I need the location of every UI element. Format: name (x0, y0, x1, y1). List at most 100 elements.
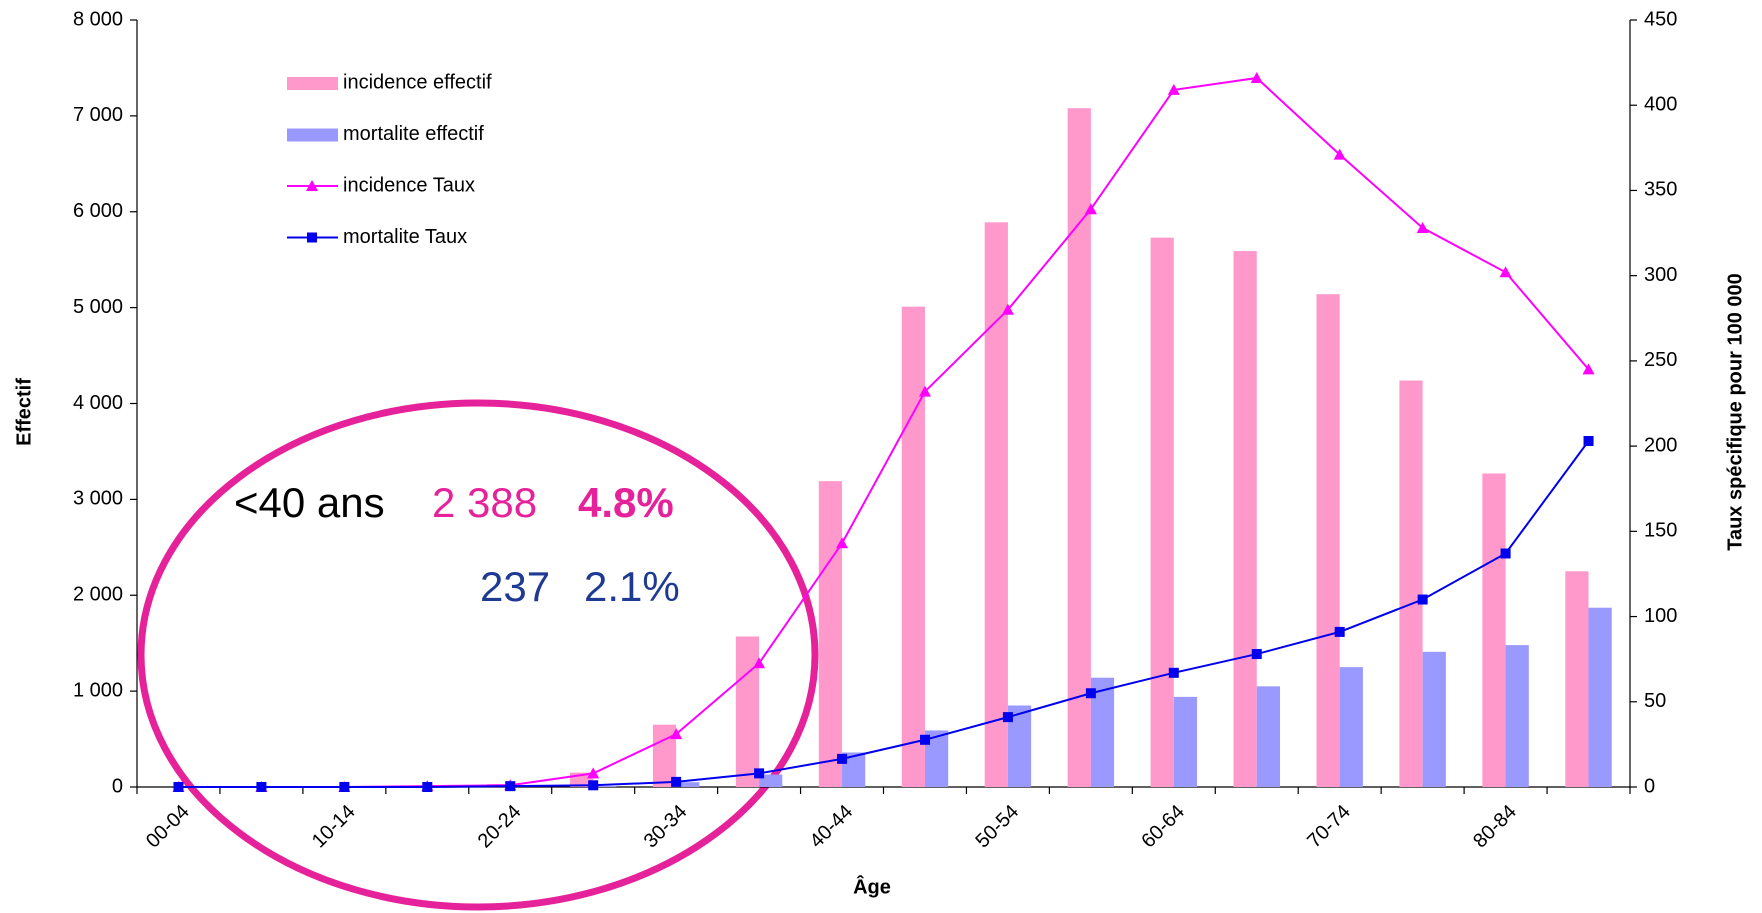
bar (1067, 108, 1091, 787)
y2-tick-label: 300 (1644, 264, 1677, 286)
marker (1583, 435, 1594, 446)
bar (818, 481, 843, 787)
bar (1588, 607, 1612, 787)
marker (587, 767, 600, 779)
x-tick-label: 30-34 (640, 801, 692, 853)
marker (173, 782, 184, 792)
marker (1251, 649, 1262, 660)
marker (505, 781, 516, 792)
bar (1173, 696, 1198, 787)
marker (588, 780, 599, 791)
legend-label: incidence Taux (343, 174, 475, 196)
annotation: 237 (480, 563, 550, 610)
y2-tick-label: 250 (1644, 349, 1677, 371)
x-tick-label: 50-54 (971, 801, 1023, 853)
y-tick-label: 6 000 (73, 200, 123, 222)
marker (1167, 83, 1180, 95)
bar (842, 752, 866, 787)
bar (901, 306, 925, 787)
line (178, 440, 1590, 788)
y-tick-label: 5 000 (73, 296, 123, 318)
legend-label: incidence effectif (343, 71, 492, 93)
marker (422, 782, 433, 792)
marker (1333, 148, 1346, 160)
marker (919, 734, 930, 745)
marker (339, 782, 350, 792)
y-tick-label: 1 000 (73, 679, 123, 701)
x-tick-label: 40-44 (806, 801, 858, 853)
y2-tick-label: 400 (1644, 94, 1677, 116)
annotation: <40 ans (234, 479, 385, 526)
bar (1422, 651, 1446, 787)
marker (754, 768, 765, 779)
bar (1339, 667, 1363, 787)
marker (1085, 688, 1096, 699)
x-axis-title: Âge (853, 874, 891, 898)
marker (1168, 667, 1179, 678)
marker (671, 776, 682, 787)
y2-tick-label: 350 (1644, 179, 1677, 201)
marker (836, 537, 849, 549)
bar (759, 774, 783, 787)
x-tick-label: 20-24 (474, 801, 526, 853)
y-axis-title: Effectif (13, 378, 35, 446)
y-tick-label: 4 000 (73, 392, 123, 414)
marker (837, 753, 848, 764)
legend-swatch (287, 128, 338, 142)
annotation: 4.8% (578, 479, 674, 526)
y-tick-label: 7 000 (73, 104, 123, 126)
bar (593, 786, 617, 787)
legend-marker (307, 232, 317, 243)
marker (918, 385, 931, 397)
marker (1416, 221, 1429, 233)
marker (1084, 203, 1097, 215)
y2-tick-label: 200 (1644, 434, 1677, 456)
y2-tick-label: 0 (1644, 775, 1655, 797)
x-tick-label: 70-74 (1303, 801, 1355, 853)
marker (1582, 363, 1595, 375)
bar (1007, 705, 1032, 787)
y2-tick-label: 150 (1644, 520, 1677, 542)
annotation: 2.1% (584, 563, 680, 610)
legend-marker (306, 180, 318, 191)
marker (1500, 548, 1511, 559)
y-tick-label: 2 000 (73, 584, 123, 606)
highlight-ellipse (137, 399, 819, 911)
y2-tick-label: 100 (1644, 605, 1677, 627)
marker (256, 782, 267, 792)
bar (1233, 251, 1257, 788)
bar (1565, 571, 1589, 787)
bar (676, 782, 700, 787)
annotation: 2 388 (432, 479, 537, 526)
y-tick-label: 0 (112, 775, 123, 797)
marker (1499, 266, 1512, 278)
legend-label: mortalite Taux (343, 226, 467, 248)
marker (1250, 71, 1263, 83)
bar (735, 636, 760, 787)
x-tick-label: 80-84 (1469, 801, 1521, 853)
bar (1090, 677, 1115, 787)
marker (1002, 712, 1013, 723)
y2-axis-title: Taux spécifique pour 100 000 (1724, 273, 1746, 551)
bar (1399, 380, 1423, 787)
y-tick-label: 3 000 (73, 488, 123, 510)
marker (670, 728, 683, 740)
bar (1256, 686, 1280, 787)
x-tick-label: 00-04 (142, 801, 194, 853)
bar (984, 222, 1008, 787)
x-tick-label: 10-14 (308, 801, 360, 853)
marker (1334, 626, 1345, 637)
y2-tick-label: 450 (1644, 8, 1677, 30)
bar (1505, 645, 1529, 787)
marker (1001, 303, 1014, 315)
bar (1316, 294, 1340, 787)
x-tick-label: 60-64 (1137, 801, 1189, 853)
bar (924, 730, 949, 787)
marker (1417, 594, 1428, 605)
y-tick-label: 8 000 (73, 8, 123, 30)
marker (753, 657, 766, 669)
bar (1482, 473, 1506, 787)
y2-tick-label: 50 (1644, 690, 1666, 712)
